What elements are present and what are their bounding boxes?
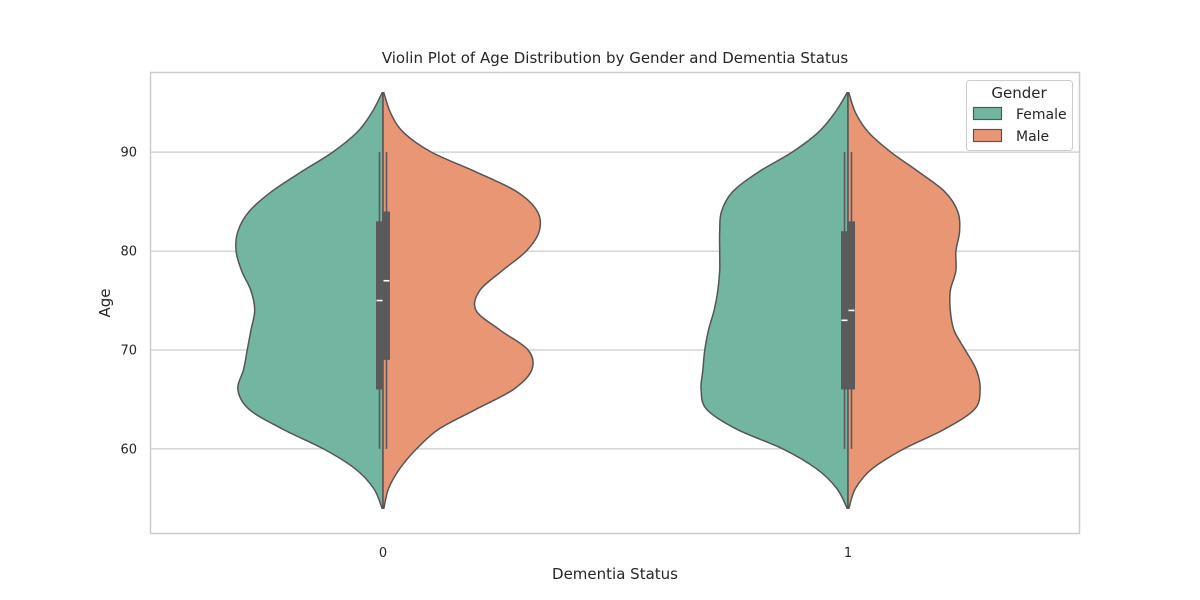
chart-title: Violin Plot of Age Distribution by Gende… (382, 49, 849, 67)
x-tick-label-1: 1 (844, 546, 852, 561)
y-tick-label-80: 80 (120, 245, 137, 260)
legend-title: Gender (991, 84, 1047, 102)
violin-female-1 (700, 92, 849, 510)
legend-label-female: Female (1016, 107, 1067, 123)
y-tick-labels: 60 70 80 90 (120, 146, 137, 458)
x-tick-label-0: 0 (379, 546, 387, 561)
y-tick-label-90: 90 (120, 146, 137, 161)
y-tick-label-70: 70 (120, 344, 137, 359)
box-plots (376, 152, 855, 449)
violin-male-1 (847, 92, 981, 510)
legend-label-male: Male (1016, 129, 1049, 145)
legend-swatch-female (972, 106, 1003, 121)
x-axis-label: Dementia Status (552, 565, 678, 583)
legend: Gender Female Male (966, 80, 1073, 151)
y-tick-label-60: 60 (120, 442, 137, 457)
violin-female-0 (235, 92, 384, 510)
violins (235, 92, 981, 510)
legend-swatch-male (972, 128, 1003, 143)
violin-male-0 (382, 92, 542, 510)
plot-frame (149, 71, 1081, 535)
y-axis-label: Age (96, 288, 114, 317)
